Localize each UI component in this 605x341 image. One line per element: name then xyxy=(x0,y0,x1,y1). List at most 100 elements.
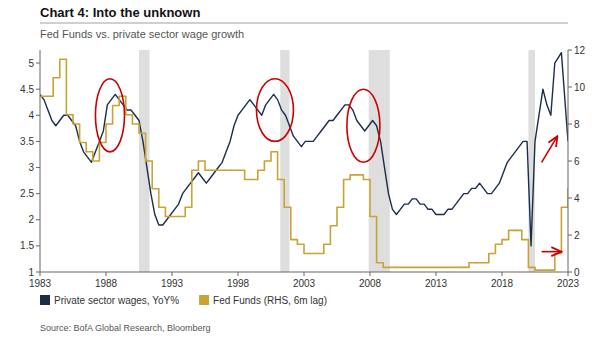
step-segment xyxy=(225,169,232,171)
step-segment xyxy=(297,243,304,245)
x-tick-label: 2008 xyxy=(359,278,382,289)
step-segment xyxy=(179,216,186,218)
step-segment xyxy=(159,206,166,208)
highlight-arrow xyxy=(542,251,562,253)
step-segment xyxy=(291,239,298,241)
subtitle: Fed Funds vs. private sector wage growth xyxy=(40,28,244,40)
series-line xyxy=(40,53,568,246)
y-tick xyxy=(36,63,40,64)
x-tick-label: 1983 xyxy=(29,278,52,289)
step-segment xyxy=(324,243,331,245)
step-segment xyxy=(489,253,496,255)
y2-tick xyxy=(568,272,572,273)
step-segment xyxy=(462,267,469,269)
y-tick-label: 1.5 xyxy=(20,240,34,251)
y-tick-label: 4 xyxy=(28,110,34,121)
y-tick xyxy=(36,167,40,168)
y2-tick-label: 2 xyxy=(574,230,580,241)
y-tick xyxy=(36,141,40,142)
step-segment xyxy=(363,179,370,181)
y-tick xyxy=(36,115,40,116)
x-tick xyxy=(172,272,173,276)
y-tick-label: 5 xyxy=(28,58,34,69)
x-tick xyxy=(238,272,239,276)
step-segment xyxy=(555,253,562,255)
step-segment xyxy=(40,95,53,97)
highlight-arrow xyxy=(542,136,558,162)
step-segment xyxy=(245,179,252,181)
step-segment xyxy=(482,262,489,264)
step-segment xyxy=(476,262,483,264)
x-tick-label: 1988 xyxy=(95,278,118,289)
step-segment xyxy=(561,206,568,208)
y-axis-line xyxy=(40,50,41,272)
x-tick xyxy=(40,272,41,276)
step-segment xyxy=(337,206,344,208)
x-tick-label: 1998 xyxy=(227,278,250,289)
step-segment xyxy=(205,169,212,171)
highlight-ellipse xyxy=(95,79,124,152)
y2-tick xyxy=(568,161,572,162)
step-segment xyxy=(231,169,238,171)
y-tick xyxy=(36,219,40,220)
step-segment xyxy=(251,179,258,181)
step-segment xyxy=(311,253,318,255)
step-segment xyxy=(264,160,271,162)
step-segment xyxy=(146,160,153,162)
legend-swatch xyxy=(199,295,209,305)
step-segment xyxy=(152,188,159,190)
legend: Private sector wages, YoY%Fed Funds (RHS… xyxy=(40,295,327,306)
y-tick xyxy=(36,89,40,90)
step-segment xyxy=(509,230,516,232)
y-tick-label: 3.5 xyxy=(20,136,34,147)
step-segment xyxy=(86,151,93,153)
y-tick-label: 4.5 xyxy=(20,84,34,95)
highlight-ellipse xyxy=(256,79,293,142)
y-tick-label: 1 xyxy=(28,267,34,278)
y-tick-label: 3 xyxy=(28,162,34,173)
step-segment xyxy=(271,151,278,153)
step-segment xyxy=(106,123,113,125)
y2-tick-label: 10 xyxy=(574,82,586,93)
step-segment xyxy=(528,267,535,269)
step-segment xyxy=(132,123,139,125)
x-tick xyxy=(106,272,107,276)
chart: Chart 4: Into the unknownFed Funds vs. p… xyxy=(0,0,605,341)
y2-tick-label: 8 xyxy=(574,119,580,130)
y-tick-label: 2 xyxy=(28,214,34,225)
step-segment xyxy=(515,230,522,232)
y2-tick-label: 6 xyxy=(574,156,580,167)
step-segment xyxy=(165,216,172,218)
x-tick xyxy=(568,272,569,276)
y2-tick-label: 12 xyxy=(574,45,586,56)
x-tick-label: 1993 xyxy=(161,278,184,289)
x-tick xyxy=(370,272,371,276)
step-segment xyxy=(212,169,225,171)
x-tick xyxy=(436,272,437,276)
step-segment xyxy=(80,142,87,144)
step-segment xyxy=(139,132,146,134)
y-tick xyxy=(36,245,40,246)
x-tick xyxy=(502,272,503,276)
y-tick xyxy=(36,272,40,273)
step-segment xyxy=(284,206,291,208)
y2-tick xyxy=(568,50,572,51)
recession-band xyxy=(369,50,390,272)
step-segment xyxy=(172,216,179,218)
step-segment xyxy=(238,169,245,171)
step-segment xyxy=(198,160,205,162)
y2-tick-label: 0 xyxy=(574,267,580,278)
step-segment xyxy=(93,160,100,162)
step-segment xyxy=(522,239,529,241)
step-segment xyxy=(390,267,397,269)
step-segment xyxy=(469,262,476,264)
highlight-ellipse xyxy=(347,89,380,162)
step-segment xyxy=(66,114,73,116)
step-segment xyxy=(53,77,60,79)
step-segment xyxy=(185,206,192,208)
step-segment xyxy=(502,239,509,241)
x-tick-label: 2023 xyxy=(557,278,580,289)
step-segment xyxy=(396,267,462,269)
y2-tick xyxy=(568,235,572,236)
step-segment xyxy=(344,179,351,181)
